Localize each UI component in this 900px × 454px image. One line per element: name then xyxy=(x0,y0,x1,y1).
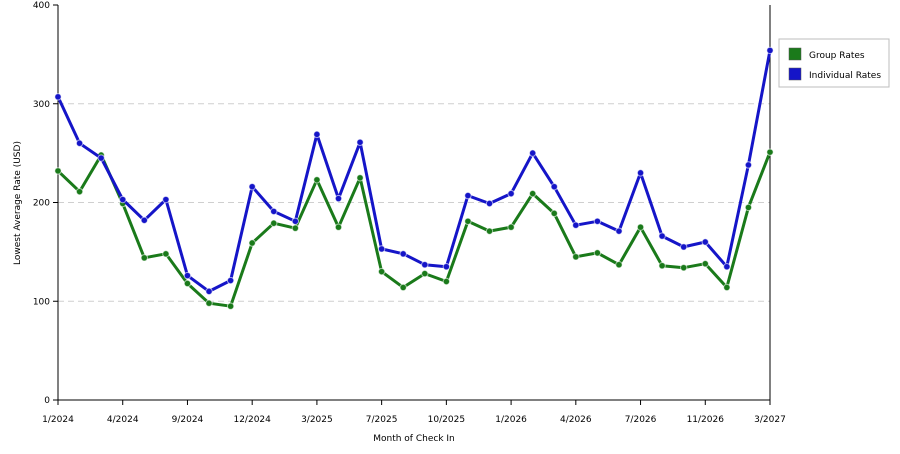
data-point xyxy=(399,250,407,258)
data-point xyxy=(54,93,62,101)
data-point xyxy=(140,254,149,262)
data-point xyxy=(270,207,278,216)
data-point xyxy=(442,277,451,286)
x-tick-label: 4/2026 xyxy=(560,415,592,425)
data-point xyxy=(615,261,623,269)
legend-swatch xyxy=(788,67,802,81)
x-tick-label: 4/2024 xyxy=(107,415,139,425)
data-point xyxy=(658,262,666,270)
data-point xyxy=(162,250,170,258)
data-point xyxy=(97,154,105,162)
data-point xyxy=(75,139,84,147)
data-point xyxy=(291,217,300,225)
data-point xyxy=(313,176,321,184)
data-point xyxy=(442,262,451,271)
x-tick-label: 9/2024 xyxy=(172,415,204,425)
data-point xyxy=(399,283,407,292)
data-point xyxy=(75,187,84,196)
data-point xyxy=(485,227,494,235)
data-point xyxy=(485,199,494,208)
tick-labels: 0 100 200 300 400 1/2024 4/2024 9/2024 12/2024 3/… xyxy=(33,1,786,425)
data-point xyxy=(701,238,709,246)
x-tick-label: 7/2025 xyxy=(366,415,398,425)
data-point xyxy=(528,189,537,198)
data-point xyxy=(313,130,321,139)
data-point xyxy=(507,189,515,198)
data-point xyxy=(636,223,645,231)
data-point xyxy=(356,138,364,146)
data-point xyxy=(248,183,256,191)
data-point xyxy=(723,262,731,271)
legend-label: Group Rates xyxy=(809,51,865,61)
data-point xyxy=(377,267,386,276)
x-tick-label: 10/2025 xyxy=(428,415,465,425)
data-point xyxy=(205,299,213,307)
data-point xyxy=(679,243,688,251)
y-tick-label: 400 xyxy=(33,1,50,11)
legend-label: Individual Rates xyxy=(809,71,881,81)
data-point xyxy=(226,302,235,310)
data-point xyxy=(636,169,645,177)
data-point xyxy=(162,195,170,204)
data-point xyxy=(593,249,602,257)
data-point xyxy=(334,194,343,203)
data-point xyxy=(334,223,343,231)
data-point xyxy=(205,287,213,296)
y-tick-label: 200 xyxy=(33,199,50,209)
data-point xyxy=(119,195,127,204)
data-point xyxy=(421,269,429,278)
data-point xyxy=(766,46,774,55)
data-point xyxy=(679,263,688,272)
legend-swatch xyxy=(788,47,802,61)
data-point xyxy=(464,191,472,200)
data-point xyxy=(572,221,580,229)
legend: Group Rates Individual Rates xyxy=(778,38,890,88)
axes xyxy=(53,4,771,405)
data-point xyxy=(507,223,515,231)
data-point xyxy=(54,167,62,175)
y-tick-label: 0 xyxy=(44,396,50,406)
y-tick-label: 300 xyxy=(33,100,50,110)
data-point xyxy=(766,148,774,156)
data-point xyxy=(550,209,558,218)
data-point xyxy=(658,232,666,240)
data-point xyxy=(572,253,580,261)
data-point xyxy=(183,271,192,280)
y-tick-label: 100 xyxy=(33,297,50,307)
data-point xyxy=(528,149,537,157)
data-point xyxy=(140,216,149,224)
data-point xyxy=(615,227,623,235)
data-point xyxy=(270,219,278,227)
y-axis-title: Lowest Average Rate (USD) xyxy=(13,141,23,265)
data-point xyxy=(593,217,602,225)
data-point xyxy=(701,260,709,268)
series-group-rates xyxy=(54,148,774,310)
data-point xyxy=(226,276,235,285)
data-point xyxy=(744,203,753,212)
data-point xyxy=(377,245,386,253)
x-tick-label: 3/2025 xyxy=(301,415,333,425)
x-tick-label: 12/2024 xyxy=(233,415,271,425)
x-tick-label: 11/2026 xyxy=(687,415,725,425)
data-point xyxy=(356,174,364,182)
data-point xyxy=(744,161,753,169)
data-point xyxy=(248,239,256,247)
x-tick-label: 3/2027 xyxy=(754,415,786,425)
data-point xyxy=(550,183,558,191)
data-point xyxy=(723,283,731,292)
data-point xyxy=(464,217,472,225)
series-line xyxy=(56,151,772,308)
x-tick-label: 7/2026 xyxy=(625,415,657,425)
data-point xyxy=(421,261,429,269)
series-individual-rates xyxy=(54,46,774,296)
x-axis-title: Month of Check In xyxy=(373,434,455,444)
series-line xyxy=(56,50,772,293)
data-point xyxy=(183,279,192,288)
x-tick-label: 1/2026 xyxy=(495,415,527,425)
data-point xyxy=(291,224,300,232)
series xyxy=(54,46,774,310)
x-tick-label: 1/2024 xyxy=(42,415,74,425)
